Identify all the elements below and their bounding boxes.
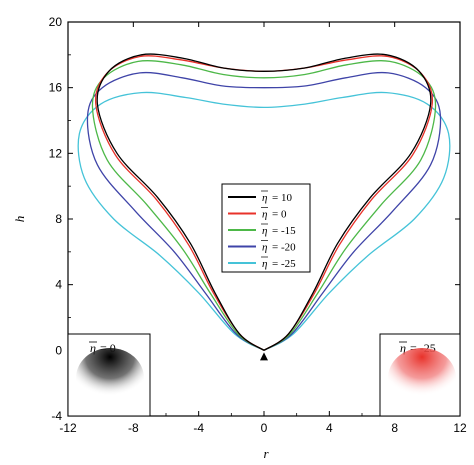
legend-label: = -15	[272, 225, 296, 237]
y-axis-title: h	[12, 216, 27, 223]
legend-label: = -20	[272, 242, 296, 254]
x-tick-label: -12	[59, 421, 77, 435]
series-line--15	[91, 60, 437, 351]
legend-label: = 0	[272, 209, 287, 221]
legend-eta: η	[262, 192, 267, 204]
x-tick-label: -4	[193, 421, 204, 435]
legend-eta: η	[262, 242, 267, 254]
y-tick-label: 4	[55, 278, 62, 292]
legend-eta: η	[262, 225, 267, 237]
series-line--25	[77, 91, 451, 351]
series-line--20	[86, 71, 442, 351]
legend-eta: η	[262, 209, 267, 221]
inset-right: η = -25	[379, 333, 461, 417]
series-line-10	[96, 53, 432, 351]
y-tick-label: 12	[49, 146, 63, 160]
origin-marker	[260, 352, 268, 361]
inset-left-blob	[76, 348, 144, 408]
y-tick-label: 16	[49, 81, 63, 95]
legend-eta: η	[262, 258, 267, 270]
legend-label: = -25	[272, 258, 296, 270]
x-axis-title: r	[263, 446, 269, 461]
triangle-marker	[260, 352, 268, 361]
inset-left: η = 0	[67, 333, 151, 417]
inset-left-eta: η	[90, 341, 96, 355]
y-tick-label: 8	[55, 212, 62, 226]
legend: η = 10 η = 0 η = -15 η = -20 η = -25	[221, 183, 311, 273]
x-tick-label: 12	[453, 421, 467, 435]
inset-right-blob	[388, 348, 456, 408]
y-tick-label: 20	[49, 15, 63, 29]
y-tick-label: 0	[55, 343, 62, 357]
series-lines	[77, 53, 451, 351]
inset-right-eta: η	[400, 341, 406, 355]
legend-label: = 10	[272, 192, 292, 204]
x-tick-label: 4	[326, 421, 333, 435]
x-tick-label: 8	[391, 421, 398, 435]
tick-labels: -12 -8 -4 0 4 8 12 -4 0 4 8 12 16 20	[49, 15, 467, 435]
x-tick-label: 0	[261, 421, 268, 435]
x-tick-label: -8	[128, 421, 139, 435]
y-tick-label: -4	[51, 409, 62, 423]
